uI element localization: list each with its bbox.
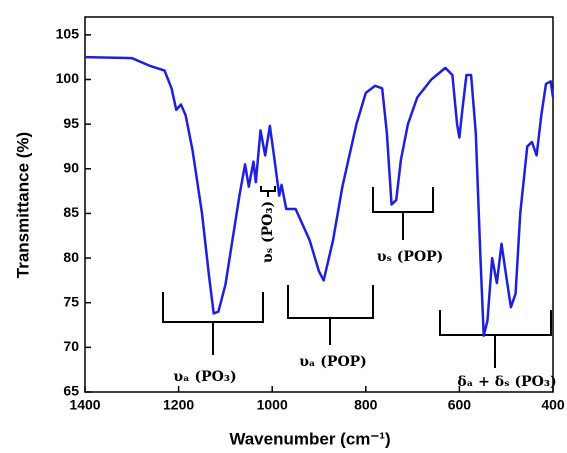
- y-tick-label: 70: [63, 338, 79, 354]
- y-tick-label: 90: [63, 159, 79, 175]
- x-tick-label: 1400: [69, 397, 100, 413]
- annotation: υₐ (POP): [299, 354, 367, 370]
- y-tick-label: 100: [56, 70, 80, 86]
- y-tick-label: 80: [63, 249, 79, 265]
- annotation: δₐ + δₛ (PO₃): [457, 374, 556, 390]
- x-tick-label: 600: [448, 397, 472, 413]
- y-axis-label: Transmittance (%): [13, 132, 32, 278]
- y-tick-label: 75: [63, 293, 79, 309]
- x-tick-label: 1000: [257, 397, 288, 413]
- spectrum-line: [84, 55, 555, 337]
- plot-frame: [84, 16, 554, 393]
- brackets: [162, 186, 552, 368]
- annotation: υₐ (PO₃): [173, 369, 236, 385]
- y-tick-label: 95: [63, 115, 79, 131]
- x-tick-label: 400: [541, 397, 565, 413]
- x-tick-label: 800: [354, 397, 378, 413]
- y-tick-label: 105: [56, 26, 80, 42]
- annotation: υₛ (POP): [377, 249, 444, 265]
- x-axis-label: Wavenumber (cm⁻¹): [229, 429, 390, 448]
- x-tick-label: 1200: [163, 397, 194, 413]
- y-tick-label: 65: [63, 383, 79, 399]
- annotation: υₛ (PO₃): [260, 201, 276, 263]
- y-tick-label: 85: [63, 204, 79, 220]
